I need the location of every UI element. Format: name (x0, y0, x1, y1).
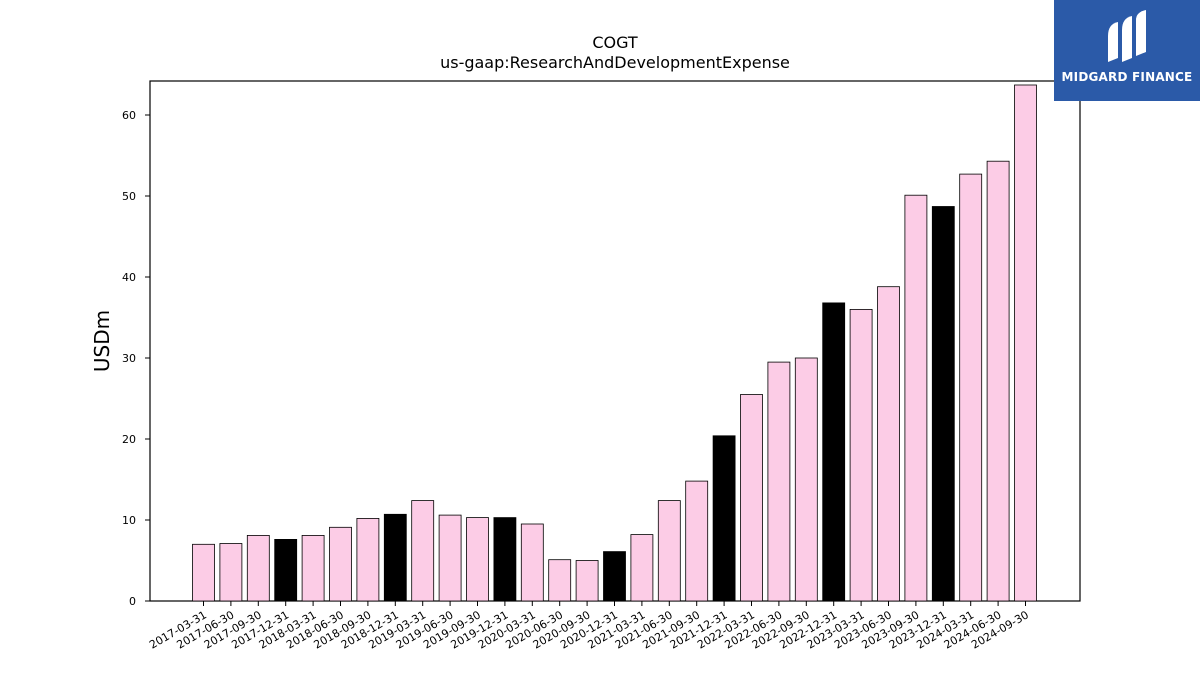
bar-2022-12-31 (822, 302, 846, 602)
y-tick-label: 40 (122, 271, 136, 284)
y-tick-label: 10 (122, 514, 136, 527)
bar-2021-03-31 (630, 534, 654, 602)
bar-2019-09-30 (466, 517, 489, 602)
midgard-logo-icon (1108, 10, 1146, 62)
bar-2023-03-31 (849, 308, 873, 602)
bar-2021-12-31 (712, 435, 736, 602)
y-tick-label: 0 (129, 595, 136, 608)
bar-2018-06-30 (329, 526, 352, 602)
bar-2022-06-30 (767, 361, 791, 602)
bar-2017-09-30 (246, 535, 270, 602)
bar-2018-03-31 (301, 535, 325, 602)
bar-2020-09-30 (575, 560, 599, 602)
bar-2023-12-31 (931, 206, 955, 602)
bar-2024-06-30 (986, 160, 1010, 602)
bar-2021-06-30 (657, 500, 681, 602)
bar-2023-06-30 (877, 286, 900, 602)
bar-2024-09-30 (1014, 84, 1037, 602)
y-tick-label: 20 (122, 433, 136, 446)
chart-title: COGT (592, 33, 638, 52)
bar-2022-03-31 (740, 394, 763, 602)
y-axis: 0 10 20 30 40 50 60 (122, 109, 150, 608)
bar-2019-06-30 (438, 514, 462, 602)
bar-2024-03-31 (959, 173, 983, 602)
bar-2020-03-31 (520, 523, 544, 602)
bar-2019-12-31 (493, 517, 517, 602)
bar-2021-09-30 (685, 480, 709, 602)
bar-2019-03-31 (411, 500, 435, 602)
bar-2017-06-30 (219, 543, 243, 602)
y-axis-label: USDm (90, 310, 114, 372)
bar-2020-06-30 (548, 559, 572, 602)
midgard-finance-logo: MIDGARD FINANCE (1054, 0, 1200, 101)
bar-2018-09-30 (356, 518, 380, 602)
y-tick-label: 60 (122, 109, 136, 122)
y-tick-label: 30 (122, 352, 136, 365)
bar-2022-09-30 (794, 357, 818, 602)
logo-text: MIDGARD FINANCE (1061, 70, 1193, 84)
bars-group (192, 84, 1037, 602)
bar-2020-12-31 (603, 551, 626, 602)
bar-2023-09-30 (904, 194, 928, 602)
y-tick-label: 50 (122, 190, 136, 203)
bar-2017-03-31 (192, 543, 215, 602)
bar-2017-12-31 (274, 539, 298, 602)
x-axis: 2017-03-312017-06-302017-09-302017-12-31… (147, 601, 1031, 652)
bar-2018-12-31 (383, 513, 407, 602)
chart-subtitle: us-gaap:ResearchAndDevelopmentExpense (440, 53, 790, 72)
